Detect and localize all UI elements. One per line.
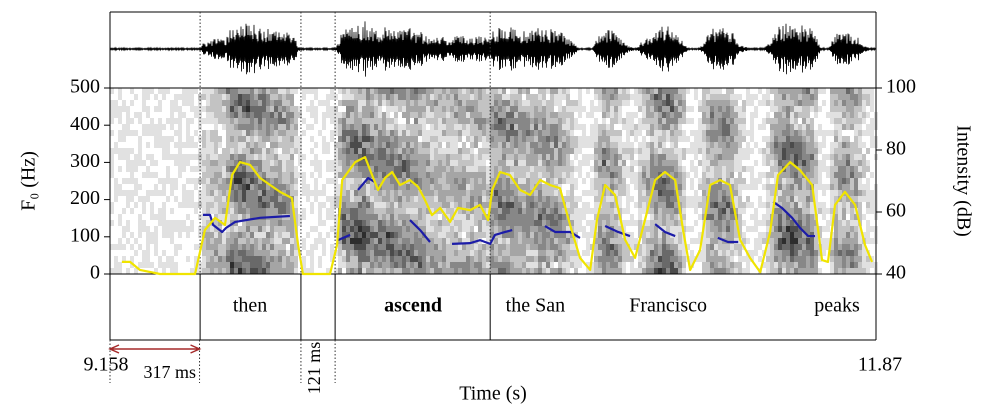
- intensity-line: [121, 156, 874, 276]
- tier-label: ascend: [384, 295, 442, 317]
- tier-label: then: [233, 295, 267, 317]
- waveform: [109, 21, 876, 77]
- x-tick-label: 9.158: [84, 354, 129, 376]
- spectrogram-cell: [214, 88, 858, 274]
- tier-label: Francisco: [629, 295, 707, 317]
- f0-line: [202, 176, 815, 245]
- tier-label: peaks: [814, 295, 860, 317]
- y2-tick-label: 100: [886, 76, 916, 98]
- frame: [109, 11, 877, 341]
- y-tick-label: 200: [70, 187, 100, 209]
- x-axis-title: Time (s): [459, 383, 527, 405]
- annotation: 121 ms: [304, 342, 324, 395]
- y2-tick-label: 40: [886, 262, 906, 284]
- y-tick-label: 500: [70, 76, 100, 98]
- annotation: 317 ms: [144, 362, 197, 382]
- y2-tick-label: 60: [886, 200, 906, 222]
- duration-arrow: [108, 344, 202, 354]
- tier-label: the San: [506, 295, 565, 317]
- y-tick-label: 100: [70, 224, 100, 246]
- y-axis-title: F₀ (Hz): [18, 151, 40, 211]
- spectrogram-cell: [226, 88, 854, 274]
- y-tick-label: 300: [70, 150, 100, 172]
- y-tick-label: 0: [90, 262, 100, 284]
- spectrogram-cell: [202, 88, 862, 274]
- y2-axis-title: Intensity (dB): [952, 125, 974, 237]
- y-tick-label: 400: [70, 113, 100, 135]
- x-tick-label: 11.87: [858, 354, 902, 376]
- y2-tick-label: 80: [886, 138, 906, 160]
- spectrogram-cell: [198, 88, 870, 274]
